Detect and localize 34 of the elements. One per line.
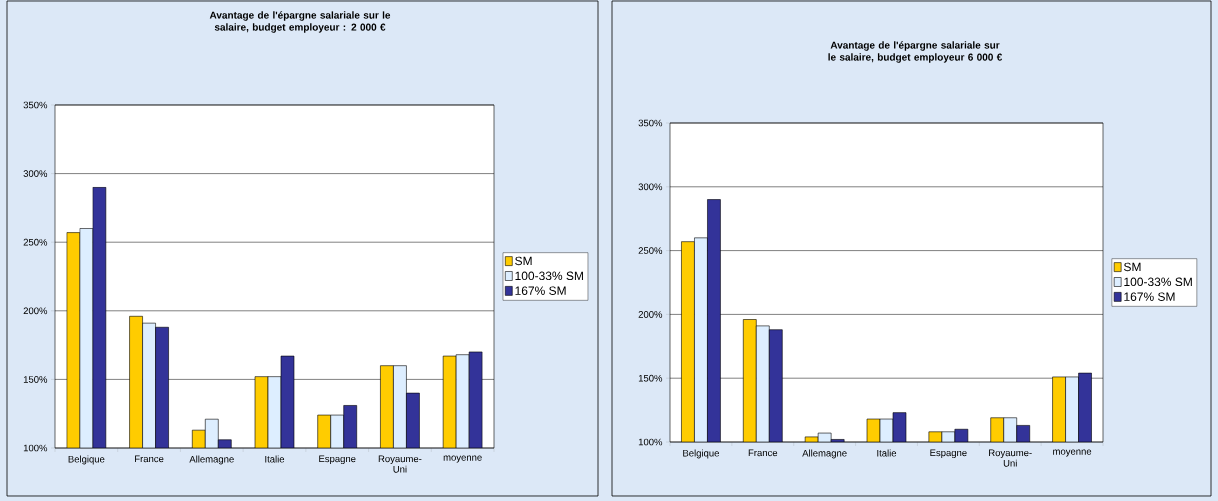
y-tick-label: 300%	[23, 170, 48, 177]
x-tick-label: Allemagne	[189, 455, 234, 465]
y-tick-label: 150%	[23, 376, 48, 383]
y-tick-label: 100%	[23, 444, 48, 452]
legend-label: 167% SM	[1124, 292, 1175, 301]
y-tick-label: 300%	[638, 183, 663, 191]
x-tick-label: Royaume-Uni	[378, 455, 422, 473]
y-tick-label: 250%	[638, 247, 663, 254]
y-tick-label: 150%	[638, 374, 663, 382]
x-tick-label: Espagne	[319, 455, 356, 465]
x-tick-label: Italie	[265, 455, 285, 463]
y-tick-label: 100%	[638, 438, 663, 446]
legend-label: SM	[1124, 262, 1141, 272]
x-tick-label: Royaume-Uni	[989, 449, 1032, 467]
legend-label: 100-33% SM	[1124, 277, 1192, 287]
legend-label: SM	[515, 256, 532, 266]
x-tick-label: Italie	[877, 449, 897, 457]
x-tick-label: Espagne	[930, 449, 967, 459]
chart-title: Avantage de l'épargne salariale sur le salaire, budget employeur 6 000 €	[828, 41, 1003, 63]
y-tick-label: 200%	[638, 311, 663, 318]
x-tick-label: Allemagne	[802, 449, 847, 459]
x-tick-label: Belgique	[683, 449, 719, 459]
x-tick-label: moyenne	[1053, 449, 1092, 457]
y-tick-label: 200%	[23, 307, 48, 315]
y-tick-label: 250%	[23, 238, 48, 246]
y-tick-label: 350%	[23, 101, 48, 109]
y-tick-label: 350%	[638, 119, 663, 127]
x-tick-label: Belgique	[68, 455, 105, 465]
legend-label: 167% SM	[515, 286, 566, 295]
x-tick-label: France	[748, 449, 778, 457]
chart-title: Avantage de l'épargne salariale sur le salaire, budget employeur : 2 000 €	[209, 11, 391, 33]
x-tick-label: France	[135, 455, 164, 463]
x-tick-label: moyenne	[443, 455, 482, 463]
legend-label: 100-33% SM	[515, 271, 583, 281]
